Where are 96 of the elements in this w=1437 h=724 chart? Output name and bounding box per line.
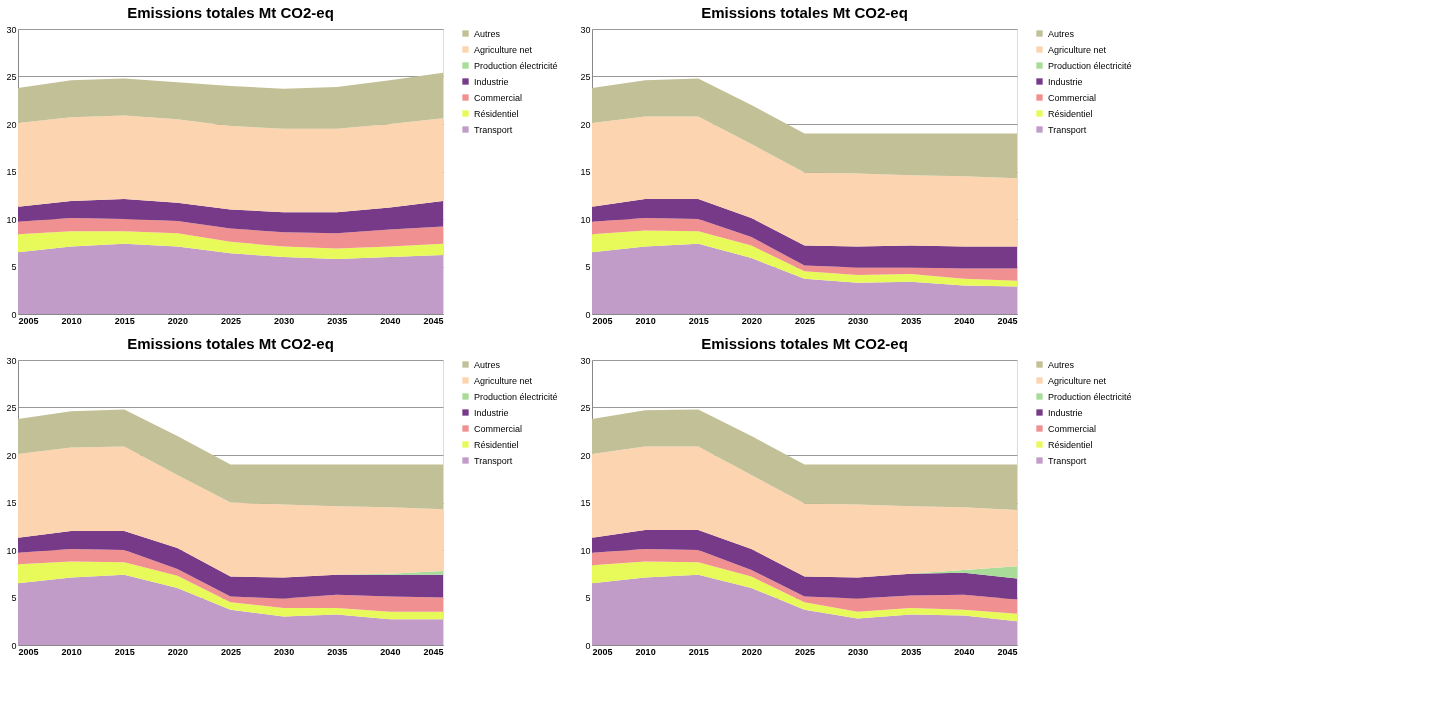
- y-tick-label: 30: [580, 24, 591, 35]
- y-tick-label: 0: [585, 309, 591, 320]
- x-tick-label: 2005: [18, 315, 39, 326]
- x-tick-label: 2020: [167, 646, 188, 657]
- x-tick-label: 2030: [274, 646, 295, 657]
- legend-label: Commercial: [474, 423, 523, 434]
- x-tick-label: 2035: [327, 315, 348, 326]
- y-tick-label: 15: [580, 498, 591, 508]
- x-tick-label: 2020: [741, 646, 762, 657]
- legend-label: Industrie: [1048, 407, 1083, 418]
- legend-label: Transport: [474, 455, 513, 466]
- legend-label: Résidentiel: [1048, 439, 1093, 450]
- legend-label: Autres: [1048, 28, 1075, 39]
- y-tick-label: 5: [11, 262, 17, 272]
- x-tick-label: 2035: [901, 646, 922, 657]
- legend-label: Transport: [474, 124, 513, 135]
- y-tick-label: 25: [580, 403, 591, 413]
- legend-label: Industrie: [474, 407, 509, 418]
- x-tick-label: 2025: [794, 646, 816, 657]
- y-tick-label: 30: [580, 355, 591, 366]
- y-tick-label: 10: [580, 214, 591, 225]
- legend-label: Agriculture net: [1048, 44, 1107, 55]
- x-tick-label: 2035: [901, 315, 922, 326]
- y-tick-label: 10: [6, 545, 17, 556]
- x-tick-label: 2045: [997, 315, 1018, 326]
- x-tick-label: 2025: [220, 315, 242, 326]
- legend-label: Autres: [474, 359, 501, 370]
- x-tick-label: 2045: [423, 646, 444, 657]
- legend-label: Agriculture net: [474, 375, 533, 386]
- chart-title: Emissions totales Mt CO2-eq: [701, 4, 908, 21]
- y-tick-label: 15: [580, 167, 591, 177]
- y-tick-label: 0: [11, 640, 17, 651]
- y-tick-label: 20: [580, 119, 591, 130]
- y-tick-label: 15: [6, 167, 17, 177]
- legend-label: Agriculture net: [474, 44, 533, 55]
- legend-label: Production électricité: [474, 391, 558, 402]
- x-tick-label: 2005: [18, 646, 39, 657]
- x-tick-label: 2005: [592, 315, 613, 326]
- y-tick-label: 5: [585, 262, 591, 272]
- legend-label: Transport: [1048, 455, 1087, 466]
- x-tick-label: 2020: [741, 315, 762, 326]
- y-tick-label: 30: [6, 24, 17, 35]
- y-tick-label: 10: [6, 214, 17, 225]
- x-tick-label: 2040: [380, 315, 401, 326]
- chart-title: Emissions totales Mt CO2-eq: [701, 335, 908, 352]
- x-tick-label: 2010: [635, 646, 656, 657]
- legend-label: Commercial: [1048, 423, 1097, 434]
- legend-label: Commercial: [474, 92, 523, 103]
- legend-label: Autres: [1048, 359, 1075, 370]
- x-tick-label: 2045: [997, 646, 1018, 657]
- x-tick-label: 2025: [794, 315, 816, 326]
- legend-label: Production électricité: [474, 60, 558, 71]
- y-tick-label: 0: [585, 640, 591, 651]
- legend-label: Production électricité: [1048, 391, 1132, 402]
- x-tick-label: 2040: [954, 646, 975, 657]
- y-tick-label: 25: [6, 403, 17, 413]
- x-tick-label: 2030: [848, 646, 869, 657]
- y-tick-label: 25: [6, 72, 17, 82]
- legend-label: Autres: [474, 28, 501, 39]
- x-tick-label: 2030: [848, 315, 869, 326]
- x-tick-label: 2010: [61, 315, 82, 326]
- legend-label: Commercial: [1048, 92, 1097, 103]
- y-tick-label: 10: [580, 545, 591, 556]
- x-tick-label: 2015: [114, 646, 135, 657]
- chart-title: Emissions totales Mt CO2-eq: [127, 4, 334, 21]
- legend-label: Industrie: [474, 76, 509, 87]
- legend-label: Résidentiel: [474, 108, 519, 119]
- y-tick-label: 5: [585, 593, 591, 603]
- y-tick-label: 15: [6, 498, 17, 508]
- x-tick-label: 2020: [167, 315, 188, 326]
- y-tick-label: 0: [11, 309, 17, 320]
- y-tick-label: 20: [6, 119, 17, 130]
- chart-title: Emissions totales Mt CO2-eq: [127, 335, 334, 352]
- y-tick-label: 5: [11, 593, 17, 603]
- x-tick-label: 2015: [688, 315, 709, 326]
- x-tick-label: 2010: [635, 315, 656, 326]
- x-tick-label: 2040: [954, 315, 975, 326]
- x-tick-label: 2005: [592, 646, 613, 657]
- y-tick-label: 20: [580, 450, 591, 461]
- legend-label: Résidentiel: [474, 439, 519, 450]
- legend-label: Production électricité: [1048, 60, 1132, 71]
- x-tick-label: 2030: [274, 315, 295, 326]
- x-tick-label: 2025: [220, 646, 242, 657]
- legend-label: Transport: [1048, 124, 1087, 135]
- legend-label: Résidentiel: [1048, 108, 1093, 119]
- y-tick-label: 25: [580, 72, 591, 82]
- x-tick-label: 2015: [688, 646, 709, 657]
- x-tick-label: 2010: [61, 646, 82, 657]
- x-tick-label: 2015: [114, 315, 135, 326]
- legend-label: Agriculture net: [1048, 375, 1107, 386]
- y-tick-label: 30: [6, 355, 17, 366]
- x-tick-label: 2040: [380, 646, 401, 657]
- legend-label: Industrie: [1048, 76, 1083, 87]
- y-tick-label: 20: [6, 450, 17, 461]
- x-tick-label: 2035: [327, 646, 348, 657]
- x-tick-label: 2045: [423, 315, 444, 326]
